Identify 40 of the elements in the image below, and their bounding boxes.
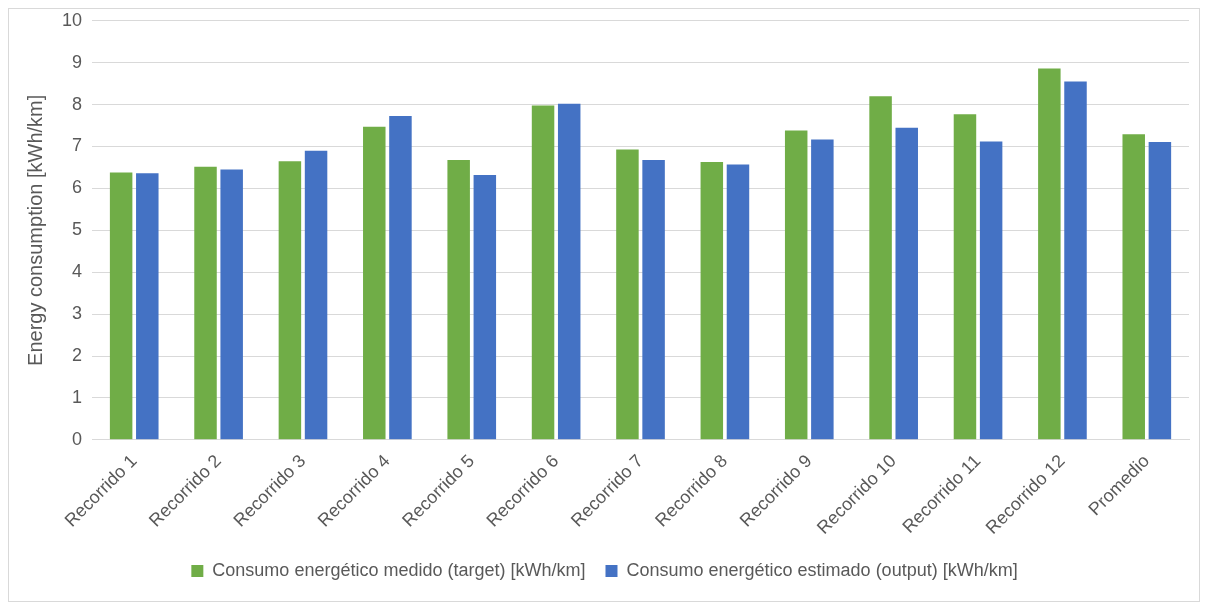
bar xyxy=(531,105,555,440)
bar xyxy=(811,139,834,440)
bar xyxy=(363,126,386,440)
bar xyxy=(1148,141,1172,440)
bar xyxy=(726,164,750,440)
bar xyxy=(953,114,977,440)
bar xyxy=(1122,134,1145,440)
bar xyxy=(136,173,159,440)
bar xyxy=(109,172,133,440)
bar xyxy=(389,115,412,440)
bar xyxy=(895,127,918,440)
bar xyxy=(1064,81,1087,440)
y-tick-label: 8 xyxy=(72,93,83,114)
bar xyxy=(304,150,328,440)
y-tick-label: 3 xyxy=(72,303,83,324)
bar xyxy=(557,103,581,440)
y-tick-label: 2 xyxy=(72,345,83,366)
bar xyxy=(642,159,665,440)
bar xyxy=(979,141,1003,440)
y-tick-label: 4 xyxy=(72,261,83,282)
y-tick-label: 1 xyxy=(72,386,83,407)
bar xyxy=(194,166,217,440)
bar xyxy=(700,162,724,440)
bar xyxy=(1038,68,1061,440)
y-axis-title: Energy consumption [kWh/km] xyxy=(23,94,46,366)
y-tick-label: 5 xyxy=(72,219,83,240)
bar xyxy=(616,149,639,440)
y-tick-label: 7 xyxy=(72,135,83,156)
bar xyxy=(447,159,470,440)
y-tick-label: 0 xyxy=(72,428,83,449)
y-tick-label: 10 xyxy=(61,9,83,30)
y-tick-label: 6 xyxy=(72,177,83,198)
legend-label: Consumo energético estimado (output) [kWh/km] xyxy=(626,559,1018,580)
bar xyxy=(473,175,497,440)
legend-label: Consumo energético medido (target) [kWh/km] xyxy=(212,559,586,580)
y-tick-label: 9 xyxy=(72,51,83,72)
bar xyxy=(220,169,243,440)
bar xyxy=(869,96,892,440)
bar xyxy=(784,130,808,440)
bar xyxy=(278,161,302,440)
